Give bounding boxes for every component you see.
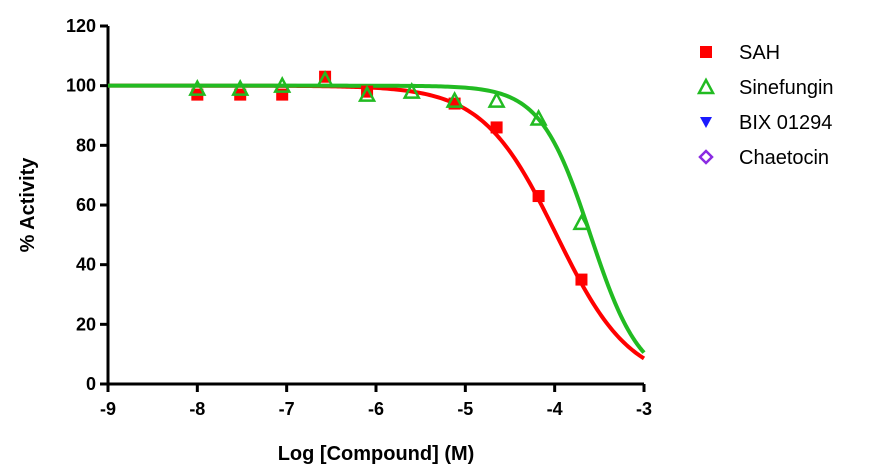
data-point-sah <box>575 273 588 286</box>
data-point-sinefungin <box>445 90 464 108</box>
legend-label-bix-01294: BIX 01294 <box>739 112 832 134</box>
data-point-sinefungin <box>188 79 207 96</box>
data-point-sah <box>532 190 545 203</box>
data-points <box>188 70 591 286</box>
legend: SAH Sinefungin BIX 01294 Chaetocin <box>696 42 834 169</box>
legend-label-chaetocin: Chaetocin <box>739 147 829 169</box>
fit-curves <box>108 83 646 361</box>
x-tick-label: -7 <box>279 399 295 419</box>
y-ticks: 0 20 40 60 80 100 120 <box>66 16 108 394</box>
data-point-sinefungin <box>231 79 250 96</box>
x-ticks: -9 -8 -7 -6 -5 -4 -3 <box>100 384 652 419</box>
y-tick-label: 20 <box>76 314 96 334</box>
x-tick-label: -3 <box>636 399 652 419</box>
legend-marker-sah <box>700 46 712 58</box>
x-tick-label: -8 <box>189 399 205 419</box>
legend-marker-chaetocin <box>698 149 714 165</box>
legend-marker-sinefungin <box>696 77 716 95</box>
y-tick-label: 100 <box>66 76 96 96</box>
x-tick-label: -4 <box>547 399 563 419</box>
fit-curve-sinefungin <box>108 83 646 354</box>
legend-marker-bix-01294 <box>700 117 712 128</box>
x-axis-title: Log [Compound] (M) <box>278 443 475 465</box>
legend-label-sinefungin: Sinefungin <box>739 77 834 99</box>
y-tick-label: 80 <box>76 135 96 155</box>
x-tick-label: -9 <box>100 399 116 419</box>
y-axis-title: % Activity <box>17 157 39 253</box>
x-tick-label: -6 <box>368 399 384 419</box>
data-point-sah <box>490 121 503 134</box>
y-tick-label: 0 <box>86 374 96 394</box>
data-point-sinefungin <box>487 90 506 108</box>
axes <box>106 26 644 386</box>
data-point-sinefungin <box>572 213 591 231</box>
legend-label-sah: SAH <box>739 42 780 64</box>
fit-curve-sah <box>108 83 646 361</box>
data-point-sinefungin <box>315 70 335 87</box>
y-tick-label: 60 <box>76 195 96 215</box>
data-point-sinefungin <box>357 84 377 102</box>
x-tick-label: -5 <box>457 399 473 419</box>
y-tick-label: 120 <box>66 16 96 36</box>
data-point-sinefungin <box>529 108 548 126</box>
data-point-sinefungin <box>273 76 292 93</box>
y-tick-label: 40 <box>76 255 96 275</box>
data-point-sinefungin <box>402 81 421 99</box>
